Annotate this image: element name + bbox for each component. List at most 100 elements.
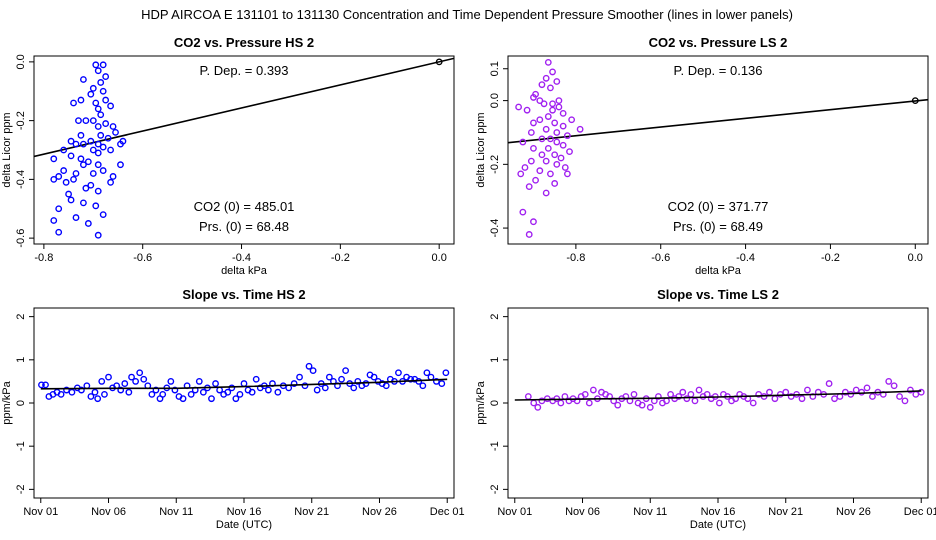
- data-point: [84, 220, 92, 227]
- data-point: [563, 170, 571, 178]
- data-point: [530, 119, 537, 127]
- y-tick-label: 0.0: [489, 93, 501, 108]
- data-point: [901, 397, 909, 405]
- data-point: [97, 111, 105, 119]
- data-point: [109, 123, 117, 130]
- data-point: [896, 393, 903, 400]
- data-point: [67, 196, 75, 204]
- data-point: [38, 381, 45, 389]
- y-tick-label: 0.1: [489, 61, 501, 76]
- y-tick-label: -1: [15, 441, 27, 451]
- data-point: [91, 388, 99, 396]
- data-point: [87, 393, 95, 400]
- data-point: [395, 369, 402, 377]
- data-point: [787, 393, 795, 400]
- x-axis-label: Date (UTC): [690, 519, 746, 531]
- data-point: [517, 170, 525, 178]
- data-point: [638, 401, 646, 409]
- annotation-p-dep: P. Dep. = 0.393: [199, 63, 288, 78]
- y-axis-label: ppm/kPa: [1, 380, 13, 424]
- data-point: [568, 116, 576, 124]
- data-point: [561, 164, 569, 171]
- data-point: [858, 388, 866, 396]
- data-point: [89, 170, 97, 177]
- data-point: [105, 373, 112, 381]
- data-point: [852, 386, 860, 394]
- data-point: [432, 378, 440, 385]
- annotation-prs-zero: Prs. (0) = 68.48: [199, 219, 289, 234]
- x-tick-label: 0.0: [908, 252, 923, 264]
- data-point: [917, 388, 925, 396]
- data-point: [382, 382, 390, 390]
- data-point: [89, 146, 97, 154]
- data-point: [55, 173, 63, 180]
- y-tick-label: 1: [15, 357, 27, 363]
- data-point: [67, 137, 75, 145]
- data-point: [766, 388, 773, 396]
- data-point: [50, 175, 58, 183]
- data-point: [427, 373, 435, 381]
- annotation-co2-zero: CO2 (0) = 371.77: [668, 199, 769, 214]
- x-tick-label: 0.0: [432, 252, 447, 264]
- data-point: [89, 117, 97, 125]
- x-tick-label: -0.2: [331, 252, 350, 264]
- data-point: [646, 403, 654, 411]
- data-point: [102, 73, 110, 80]
- annotation-prs-zero: Prs. (0) = 68.49: [673, 219, 763, 234]
- data-point: [228, 384, 236, 392]
- data-point: [407, 375, 415, 383]
- data-point: [97, 131, 105, 139]
- data-point: [232, 395, 240, 403]
- data-point: [547, 170, 554, 178]
- data-point: [543, 395, 551, 403]
- data-point: [695, 386, 703, 394]
- data-point: [121, 380, 129, 387]
- data-point: [80, 76, 87, 83]
- data-point: [542, 157, 550, 165]
- data-point: [199, 388, 207, 396]
- x-tick-label: -0.6: [651, 252, 670, 264]
- y-tick-label: -0.4: [489, 219, 501, 238]
- y-tick-label: -1: [489, 441, 501, 451]
- data-point: [92, 99, 100, 107]
- y-tick-label: 0.0: [15, 54, 27, 69]
- data-point: [559, 141, 567, 149]
- data-point: [148, 390, 156, 398]
- y-tick-label: -0.2: [489, 155, 501, 174]
- data-point: [553, 129, 561, 136]
- data-point: [94, 161, 102, 169]
- y-tick-label: -0.6: [15, 229, 27, 248]
- y-tick-label: 2: [15, 314, 27, 320]
- plot-frame: [507, 55, 929, 245]
- data-point: [94, 105, 102, 113]
- data-point: [117, 386, 125, 394]
- data-point: [75, 117, 82, 125]
- data-point: [630, 390, 638, 398]
- x-tick-label: -0.6: [133, 252, 152, 264]
- data-point: [553, 138, 561, 146]
- data-point: [77, 131, 85, 139]
- figure-title: HDP AIRCOA E 131101 to 131130 Concentrat…: [141, 7, 793, 22]
- data-point: [354, 378, 362, 385]
- data-point: [841, 388, 849, 396]
- data-point: [128, 373, 135, 381]
- data-point: [55, 205, 63, 213]
- data-point: [97, 79, 105, 86]
- data-point: [87, 181, 95, 189]
- smoother-line: [514, 390, 922, 401]
- x-tick-label: -0.4: [232, 252, 251, 264]
- data-point: [208, 395, 215, 403]
- data-point: [530, 145, 537, 152]
- data-point: [264, 386, 272, 394]
- data-point: [55, 228, 63, 236]
- chart-panel-4: Slope vs. Time LS 2 Nov 01 Nov 06 Nov 11 Nov…: [475, 287, 936, 531]
- x-tick-label: Nov 11: [633, 506, 667, 518]
- data-point: [544, 145, 552, 152]
- data-point: [798, 395, 806, 403]
- data-point: [117, 140, 124, 148]
- data-point: [370, 373, 378, 381]
- data-point: [92, 202, 100, 210]
- x-tick-label: -0.8: [34, 252, 53, 264]
- y-tick-label: 1: [489, 357, 501, 363]
